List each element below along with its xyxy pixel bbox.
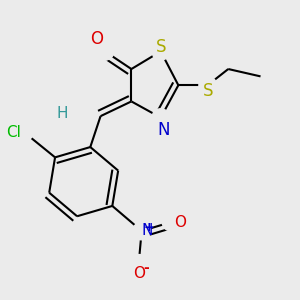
Circle shape [130, 254, 148, 272]
Text: Cl: Cl [6, 125, 21, 140]
Text: O: O [174, 214, 186, 230]
Text: N: N [142, 224, 153, 238]
Text: -: - [143, 261, 149, 275]
Circle shape [61, 104, 79, 122]
Text: N: N [158, 121, 170, 139]
Circle shape [162, 213, 180, 231]
Text: +: + [144, 221, 154, 234]
Circle shape [152, 109, 170, 126]
Circle shape [133, 222, 151, 240]
Circle shape [199, 76, 217, 94]
Circle shape [96, 43, 114, 60]
Text: H: H [57, 106, 68, 121]
Text: O: O [91, 30, 103, 48]
Text: O: O [133, 266, 145, 281]
Circle shape [15, 124, 33, 141]
Circle shape [152, 43, 170, 60]
Text: S: S [202, 82, 213, 100]
Text: S: S [155, 38, 166, 56]
